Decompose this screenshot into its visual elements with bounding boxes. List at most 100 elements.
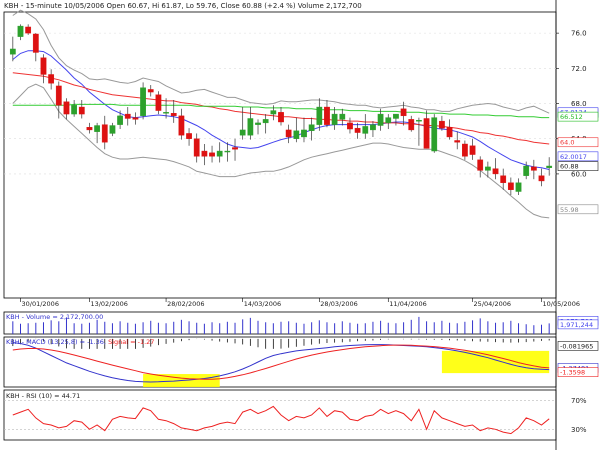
candle-body-up — [163, 112, 169, 114]
candle-body-up — [109, 125, 116, 134]
date-tick-label: 11/04/2006 — [389, 300, 426, 308]
price-value-tag-box — [557, 204, 599, 215]
candle-body-down — [32, 33, 39, 53]
candle-body-down — [155, 94, 162, 111]
macd-value-tag-label: -1.3598 — [560, 369, 585, 377]
candle-body-up — [9, 48, 16, 55]
price-tick-label: 60.0 — [571, 170, 587, 178]
candle — [469, 138, 476, 160]
candle — [362, 114, 369, 139]
candle-body-down — [48, 74, 55, 84]
volume-value-tag-box — [557, 319, 599, 330]
candle-body-down — [209, 152, 215, 157]
candle — [155, 91, 162, 115]
candle-body-down — [469, 145, 476, 155]
price-value-tag-box — [557, 111, 599, 122]
price-value-tag-label: 66.512 — [560, 113, 583, 121]
volume-value-tag: 1,971,244 — [557, 319, 599, 330]
candle-body-down — [147, 89, 154, 93]
candle — [101, 115, 108, 150]
candle-body-up — [255, 122, 261, 125]
candle-body-up — [247, 118, 254, 136]
candle — [124, 107, 131, 126]
candle — [439, 115, 445, 131]
candle-body-down — [354, 127, 361, 133]
volume-title: KBH - Volume = 2,172,700.00 — [6, 313, 103, 321]
candle — [484, 161, 491, 178]
candle — [515, 178, 522, 196]
candle — [63, 98, 70, 120]
candle-body-down — [63, 101, 70, 115]
candle — [339, 108, 346, 126]
candle-body-up — [331, 113, 338, 125]
candle-body-down — [201, 150, 208, 157]
candle-body-down — [408, 119, 415, 131]
candle — [170, 100, 177, 123]
candle-body-up — [484, 166, 491, 171]
price-tick-label: 72.0 — [571, 65, 587, 73]
price-value-tag: 55.98 — [557, 204, 599, 215]
candle-body-up — [224, 150, 231, 153]
panel-frame-3 — [3, 389, 557, 441]
candle — [462, 140, 468, 160]
candle-body-up — [431, 117, 438, 152]
candle — [347, 117, 353, 134]
ma_fast-line — [12, 50, 550, 170]
candle — [193, 133, 200, 163]
candle-body-up — [515, 182, 522, 192]
candle — [178, 108, 185, 140]
price-value-tag-box — [557, 151, 599, 162]
candle — [224, 142, 231, 162]
candle-body-down — [278, 112, 284, 123]
candle — [385, 114, 392, 130]
chart-header: KBH - 15-minute 10/05/2006 Open 60.67, H… — [4, 2, 362, 10]
candle — [423, 110, 430, 149]
candle-body-up — [523, 165, 530, 176]
candle-body-up — [216, 150, 223, 157]
date-tick-label: 13/02/2006 — [90, 300, 127, 308]
candle — [132, 112, 139, 125]
candle — [377, 108, 384, 131]
candle-body-up — [546, 165, 553, 168]
price-value-tag: 60.88 — [557, 161, 599, 171]
candle-body-up — [117, 115, 123, 125]
macd-panel: KBH - MACD (13,25,8) = -1.36, Signal = -… — [6, 338, 599, 387]
date-tick-label: 30/01/2006 — [21, 300, 58, 308]
candle-body-down — [78, 106, 85, 115]
rsi-panel: 70% 30% KBH - RSI (10) = 44.71 — [4, 392, 587, 435]
candle — [109, 122, 116, 137]
candle-body-up — [377, 113, 384, 126]
macd-value-tag: -1.3598 — [557, 367, 599, 377]
candle — [308, 117, 315, 141]
rsi-level-label: 70% — [571, 397, 587, 405]
macd-highlight-box — [441, 350, 550, 374]
candle-body-up — [17, 25, 24, 37]
price-value-tag-box — [557, 137, 599, 148]
candle-body-up — [71, 105, 78, 115]
candle — [446, 119, 453, 140]
candle-body-up — [270, 110, 277, 115]
candle — [492, 158, 499, 180]
candle — [538, 168, 545, 187]
price-panel: 76.0 72.0 68.0 64.0 60.0 30/01/2006 13/02/2006… — [4, 9, 599, 308]
candle — [500, 168, 507, 190]
candle-body-down — [500, 175, 507, 183]
panel-frame-0 — [3, 11, 557, 299]
candle — [255, 119, 261, 135]
candle-body-down — [124, 113, 131, 119]
candle-body-up — [94, 125, 100, 132]
candle-body-up — [301, 129, 307, 138]
candle-body-down — [530, 166, 537, 171]
macd-title-signal: Signal = -1.27 — [108, 338, 154, 346]
candle — [163, 98, 169, 119]
candle-body-down — [492, 168, 499, 175]
bb_upper-line — [12, 9, 550, 114]
candle — [408, 115, 415, 132]
candle-body-down — [462, 143, 468, 157]
date-tick-label: 10/05/2006 — [543, 300, 580, 308]
macd-line — [12, 342, 550, 383]
price-value-tag: 66.512 — [557, 111, 599, 122]
candle-body-down — [86, 127, 93, 131]
candle — [9, 36, 16, 62]
candle — [94, 122, 100, 144]
